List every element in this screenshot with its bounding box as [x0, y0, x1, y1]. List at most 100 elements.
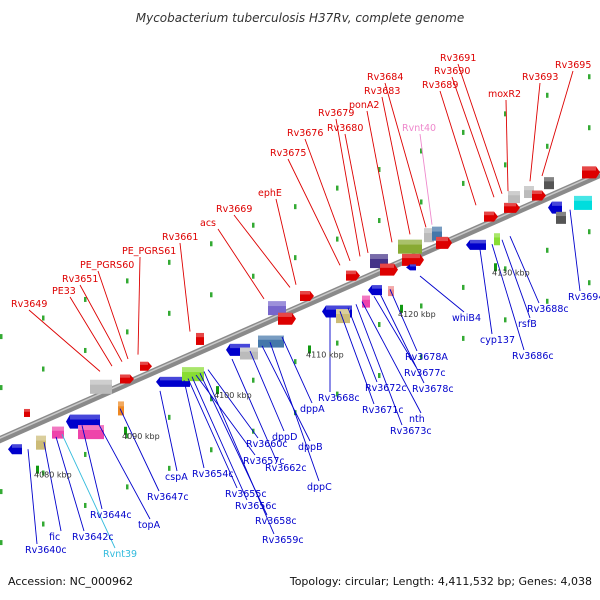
bottom-label-leader: [389, 289, 418, 352]
grid-dot: [210, 447, 213, 453]
scale-tick-mark: [494, 263, 497, 272]
grid-dot: [588, 125, 591, 131]
forward-gene-gloss: [582, 166, 596, 171]
bottom-label-leader: [361, 301, 422, 414]
grid-dot: [336, 185, 339, 191]
bottom-label-leader: [491, 244, 525, 351]
forward-gene-shape: [120, 374, 134, 384]
reverse-gene: [8, 444, 22, 455]
bottom-label: rsfB: [518, 319, 537, 330]
top-label: Rv3680: [327, 123, 363, 134]
grid-dot: [420, 303, 423, 309]
bottom-label: whiB4: [452, 313, 481, 324]
forward-gene-gloss: [346, 270, 356, 275]
top-label: acs: [200, 218, 216, 229]
top-label: Rv3683: [364, 86, 400, 97]
scale-tick-label: 4100 kbp: [214, 391, 252, 400]
bottom-label: cspA: [165, 472, 188, 483]
grid-dot: [420, 199, 423, 205]
scale-tick-label: 4080 kbp: [34, 471, 72, 480]
bottom-label-leader: [261, 345, 311, 442]
reverse-gene-gloss: [160, 376, 190, 381]
grid-dot: [336, 340, 339, 346]
bottom-label-leader: [119, 408, 160, 492]
genome-summary-text: Topology: circular; Length: 4,411,532 bp…: [289, 575, 592, 588]
bottom-label-leader: [207, 369, 259, 439]
bottom-label-leader: [187, 378, 238, 489]
bottom-label: dppD: [272, 432, 297, 443]
bottom-label: Rv3678c: [412, 384, 454, 395]
grid-dot: [0, 489, 3, 495]
grid-dot: [546, 247, 549, 253]
grid-dot: [546, 92, 549, 98]
forward-gene-gloss: [370, 254, 388, 259]
reverse-gene-shape: [336, 309, 350, 324]
bottom-label: fic: [49, 532, 60, 543]
grid-dot: [294, 255, 297, 261]
bottom-label-leader: [339, 311, 375, 405]
top-label-leader: [541, 70, 574, 177]
reverse-gene: [362, 295, 370, 308]
grid-dot: [126, 433, 129, 439]
reverse-gene: [556, 211, 566, 224]
forward-gene: [532, 190, 546, 201]
grid-dot: [168, 259, 171, 265]
reverse-gene: [240, 347, 258, 360]
reverse-gene-gloss: [70, 414, 100, 420]
grid-dot: [252, 222, 255, 228]
top-label: Rv3649: [11, 299, 47, 310]
top-label: Rv3679: [318, 108, 354, 119]
bottom-label: dppA: [300, 404, 325, 415]
top-label: Rv3675: [270, 148, 306, 159]
grid-dot: [168, 414, 171, 420]
scale-tick-label: 4130 kbp: [492, 268, 530, 277]
genome-backbone-highlight: [0, 172, 600, 439]
forward-gene: [398, 239, 422, 254]
scale-tick-label: 4120 kbp: [398, 310, 436, 319]
forward-gene-shape: [582, 166, 600, 179]
reverse-gene: [574, 195, 592, 210]
grid-dot: [168, 465, 171, 471]
bottom-label: Rv3642c: [72, 532, 114, 543]
reverse-gene: [258, 335, 284, 348]
grid-dot: [42, 315, 45, 321]
bottom-label: Rv3662c: [265, 463, 307, 474]
top-label: Rv3651: [62, 274, 98, 285]
bottom-label: Rv3694c: [568, 292, 600, 303]
grid-dot: [0, 540, 3, 546]
grid-dot: [378, 373, 381, 379]
forward-gene: [120, 374, 134, 384]
reverse-gene-gloss: [574, 195, 592, 201]
reverse-gene-shape: [36, 435, 46, 450]
label-leaders: [27, 63, 581, 549]
forward-gene: [346, 270, 360, 281]
forward-gene-shape: [532, 190, 546, 201]
forward-gene-shape: [346, 270, 360, 281]
top-label-leader: [287, 158, 341, 266]
top-label-leader: [304, 138, 351, 262]
bottom-label-leader: [419, 275, 465, 313]
forward-gene-gloss: [24, 408, 30, 412]
bottom-label: Rv3647c: [147, 492, 189, 503]
bottom-label-leader: [373, 296, 417, 368]
forward-gene-shape: [196, 332, 204, 345]
forward-gene-gloss: [424, 228, 434, 234]
forward-gene: [90, 379, 112, 394]
top-label-leader: [69, 296, 113, 367]
reverse-gene-shape: [8, 444, 22, 455]
forward-gene: [278, 312, 296, 325]
bottom-label-leader: [27, 449, 38, 545]
forward-gene-shape: [24, 408, 30, 417]
forward-gene: [504, 202, 520, 213]
grid-dot: [336, 236, 339, 242]
grid-dot: [504, 266, 507, 272]
reverse-gene-gloss: [258, 335, 284, 340]
reverse-gene-gloss: [118, 401, 124, 407]
reverse-gene-gloss: [494, 233, 500, 238]
bottom-label: Rv3668c: [318, 393, 360, 404]
reverse-gene-shape: [368, 285, 382, 296]
reverse-gene-gloss: [336, 309, 350, 314]
top-label: PE_PGRS60: [80, 260, 134, 271]
reverse-gene-shape: [362, 295, 370, 308]
forward-gene: [140, 361, 152, 371]
